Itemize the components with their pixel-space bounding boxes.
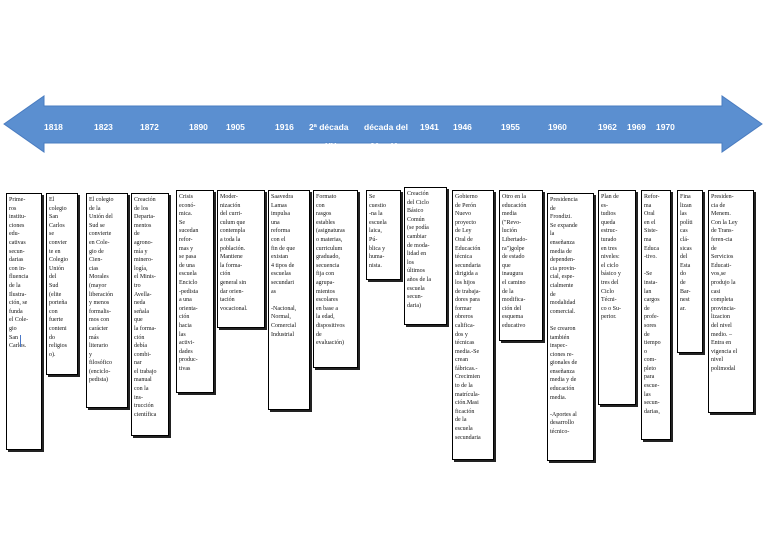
event-text-1946: Gobierno de Perón Nuevo proyecto de Ley …: [455, 194, 481, 441]
year-decada-del: década del: [364, 122, 408, 132]
year-1941: 1941: [420, 122, 439, 132]
event-box-2a-decada: Formato con rasgos estables (asignaturas…: [313, 190, 358, 368]
year-1955: 1955: [501, 122, 520, 132]
year-1960: 1960: [548, 122, 567, 132]
event-box-1960: Presidencia de Frondizi. Se expande la e…: [547, 193, 594, 461]
event-box-1823-b: El colegio de la Unión del Sud se convie…: [86, 193, 128, 408]
year-1946: 1946: [453, 122, 472, 132]
event-text-1962: Plan de es- tudios queda estruc- turado …: [601, 194, 621, 321]
event-box-1941: Creación del Ciclo Básico Común (se podí…: [404, 187, 447, 325]
event-box-1962: Plan de es- tudios queda estruc- turado …: [598, 190, 636, 405]
event-box-1823: El colegio San Carlos se convier te en C…: [46, 193, 78, 375]
event-box-1970: Fina lizan las políti cas clá- sicas del…: [677, 190, 703, 353]
year-sxx: s.XX: [318, 141, 337, 151]
event-box-1905: Moder- nización del curri- culum que con…: [217, 190, 265, 328]
event-text-menem: Presiden- cia de Menem. Con la Ley de Tr…: [711, 194, 738, 372]
event-box-1872: Creación de los Departa- mentos de agron…: [131, 193, 169, 436]
event-text-1955: Otro en la educación media ("Revo- lució…: [502, 194, 528, 329]
event-box-1818: Prime- ros institu- ciones edu- cativas …: [6, 193, 42, 450]
event-text-1905: Moder- nización del curri- culum que con…: [220, 194, 248, 312]
year-1916: 1916: [275, 122, 294, 132]
year-1962: 1962: [598, 122, 617, 132]
event-text-1818: Prime- ros institu- ciones edu- cativas …: [9, 197, 29, 350]
event-text-1960: Presidencia de Frondizi. Se expande la e…: [550, 197, 578, 436]
event-box-1969: Refor- ma Oral en el Siste- ma Educa -ti…: [641, 190, 671, 440]
event-text-decada-30-40: Se cuestio -na la escuela laica, Pú- bli…: [369, 194, 387, 269]
event-text-2a-decada: Formato con rasgos estables (asignaturas…: [316, 194, 345, 347]
event-text-1969: Refor- ma Oral en el Siste- ma Educa -ti…: [644, 194, 661, 415]
event-box-1955: Otro en la educación media ("Revo- lució…: [499, 190, 543, 341]
year-1818: 1818: [44, 122, 63, 132]
year-1969: 1969: [627, 122, 646, 132]
text-cursor-mark: [20, 335, 21, 347]
year-1905: 1905: [226, 122, 245, 132]
arrow-shape: [3, 95, 763, 153]
event-text-1823-b: El colegio de la Unión del Sud se convie…: [89, 197, 114, 384]
event-box-1916: Saavedra Lamas impulsa una reforma con e…: [268, 190, 310, 410]
event-text-1823: El colegio San Carlos se convier te en C…: [49, 197, 68, 358]
year-1823: 1823: [94, 122, 113, 132]
event-box-menem: Presiden- cia de Menem. Con la Ley de Tr…: [708, 190, 754, 413]
event-text-1890: Crisis econó- mica. Se sucedan refor- ma…: [179, 194, 199, 372]
event-box-1890: Crisis econó- mica. Se sucedan refor- ma…: [176, 190, 214, 393]
year-2a-decada: 2ª década: [309, 122, 349, 132]
year-30-y-40: 30 y 40: [370, 141, 399, 151]
event-text-1941: Creación del Ciclo Básico Común (se podí…: [407, 191, 431, 309]
event-text-1916: Saavedra Lamas impulsa una reforma con e…: [271, 194, 297, 338]
year-1890: 1890: [189, 122, 208, 132]
event-box-1946: Gobierno de Perón Nuevo proyecto de Ley …: [452, 190, 494, 460]
event-box-decada-30-40: Se cuestio -na la escuela laica, Pú- bli…: [366, 190, 401, 280]
event-text-1872: Creación de los Departa- mentos de agron…: [134, 197, 157, 418]
event-text-1970: Fina lizan las políti cas clá- sicas del…: [680, 194, 693, 312]
year-1872: 1872: [140, 122, 159, 132]
year-1970: 1970: [656, 122, 675, 132]
